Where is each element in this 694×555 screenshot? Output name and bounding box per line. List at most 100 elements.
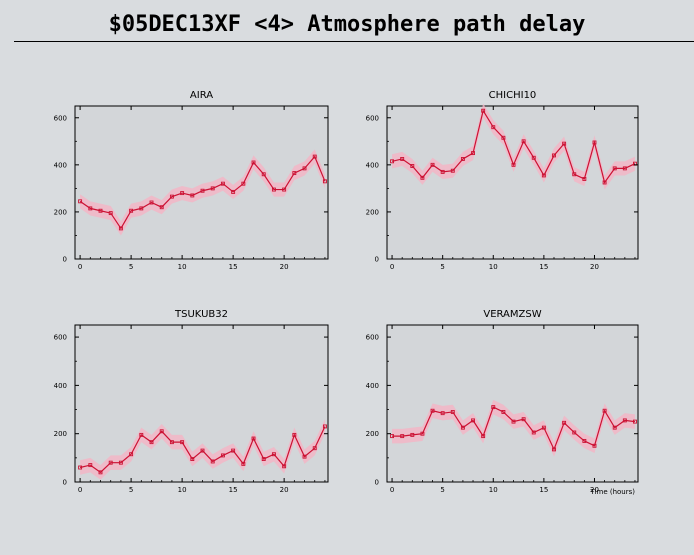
y-tick-label: 400 — [366, 161, 379, 169]
plot-area — [386, 105, 639, 260]
data-point — [190, 457, 195, 462]
data-point — [450, 410, 455, 414]
data-point — [180, 191, 185, 196]
data-point — [312, 154, 317, 159]
data-point — [471, 151, 475, 156]
data-point — [440, 169, 445, 174]
data-point — [139, 432, 144, 437]
data-point — [282, 464, 287, 469]
x-tick-label: 20 — [590, 263, 599, 271]
data-point — [592, 443, 597, 448]
data-point — [231, 189, 236, 194]
data-point — [612, 425, 617, 430]
data-point — [241, 181, 246, 186]
panel-title: CHICHI10 — [489, 90, 537, 101]
x-tick-label: 15 — [229, 263, 238, 271]
data-point — [450, 168, 455, 173]
data-point — [292, 171, 297, 176]
data-point — [572, 172, 577, 177]
data-point — [390, 434, 395, 439]
data-point — [440, 411, 445, 416]
data-point — [231, 448, 236, 453]
plot-area — [386, 324, 639, 483]
data-point — [78, 465, 83, 470]
x-tick-label: 0 — [78, 486, 82, 494]
data-point — [562, 420, 567, 425]
uncertainty-band — [392, 399, 635, 457]
data-point — [460, 425, 465, 430]
x-tick-label: 10 — [489, 263, 498, 271]
data-point — [430, 162, 435, 167]
y-tick-label: 200 — [54, 430, 67, 438]
data-point — [159, 429, 164, 434]
data-point — [481, 108, 486, 113]
data-point — [521, 139, 526, 144]
data-point — [129, 208, 134, 213]
data-point — [251, 160, 256, 165]
data-point — [200, 448, 205, 453]
data-point — [149, 440, 154, 445]
title-divider — [14, 41, 694, 42]
data-point — [302, 454, 307, 459]
data-point — [118, 226, 123, 231]
data-point — [501, 135, 506, 140]
data-point — [541, 425, 546, 430]
data-point — [261, 457, 266, 462]
data-point — [322, 179, 327, 184]
x-tick-label: 10 — [178, 263, 187, 271]
x-tick-label: 0 — [78, 263, 82, 271]
data-point — [88, 206, 93, 211]
data-point — [612, 166, 617, 171]
y-tick-label: 0 — [375, 479, 379, 487]
y-tick-label: 400 — [54, 382, 67, 390]
data-point — [622, 166, 627, 171]
x-axis-label: Time (hours) — [590, 488, 636, 496]
uncertainty-band — [392, 103, 635, 190]
data-point — [78, 199, 83, 204]
data-point — [602, 180, 607, 185]
data-point — [410, 432, 415, 437]
data-point — [220, 181, 225, 186]
data-point — [261, 172, 266, 177]
data-point — [98, 470, 103, 475]
data-point — [169, 194, 174, 199]
panel-title: AIRA — [190, 90, 213, 101]
y-tick-label: 600 — [366, 114, 379, 122]
data-point — [159, 205, 164, 210]
x-tick-label: 10 — [489, 486, 498, 494]
data-point — [552, 447, 556, 452]
data-point — [501, 410, 506, 414]
data-point — [541, 173, 546, 178]
y-tick-label: 600 — [366, 334, 379, 342]
y-tick-label: 0 — [63, 256, 67, 264]
x-tick-label: 20 — [280, 486, 289, 494]
y-tick-label: 0 — [63, 479, 67, 487]
data-point — [531, 155, 536, 160]
data-point — [271, 187, 276, 192]
data-point — [108, 211, 113, 216]
x-tick-label: 15 — [229, 486, 238, 494]
data-point — [390, 159, 395, 164]
data-point — [430, 408, 435, 413]
data-point — [633, 419, 637, 424]
data-point — [139, 206, 144, 211]
data-point — [312, 446, 317, 451]
panel-title: TSUKUB32 — [174, 309, 228, 320]
series-line — [79, 155, 326, 230]
data-point — [241, 461, 246, 466]
x-tick-label: 5 — [440, 486, 444, 494]
series-line — [79, 426, 326, 474]
x-tick-label: 15 — [539, 486, 548, 494]
x-tick-label: 5 — [129, 263, 133, 271]
data-point — [622, 418, 627, 423]
y-tick-label: 400 — [54, 161, 67, 169]
data-point — [251, 436, 256, 441]
data-point — [582, 438, 587, 443]
data-point — [282, 187, 287, 192]
data-point — [210, 186, 215, 191]
data-point — [200, 188, 205, 193]
